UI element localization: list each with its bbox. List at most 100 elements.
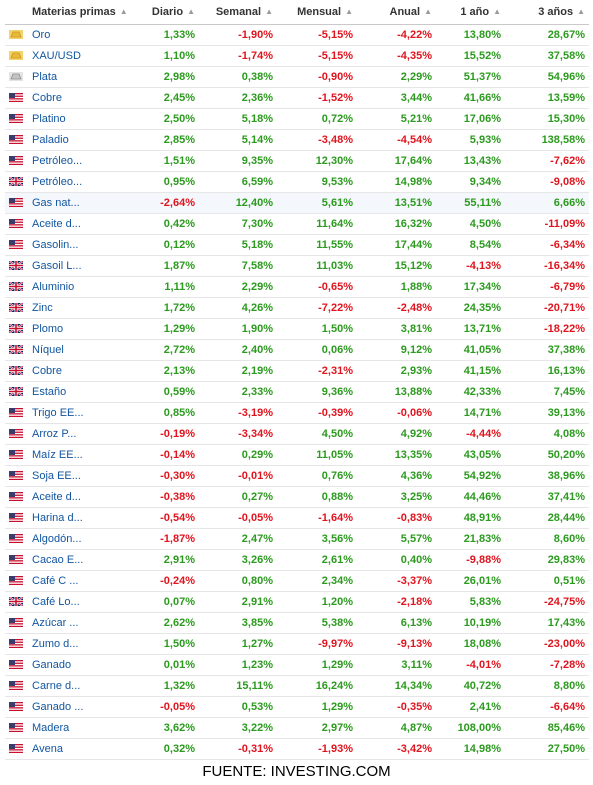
commodity-link[interactable]: Azúcar ... bbox=[32, 617, 79, 629]
column-header-weekly[interactable]: Semanal ▲︎ bbox=[199, 0, 277, 25]
table-row[interactable]: Ganado ... -0,05% 0,53% 1,29% -0,35% 2,41% -6,… bbox=[5, 696, 589, 718]
commodity-name-cell[interactable]: Platino bbox=[5, 108, 138, 130]
table-row[interactable]: Paladio 2,85% 5,14% -3,48% -4,54% 5,93% 138,58… bbox=[5, 129, 589, 151]
commodity-name-cell[interactable]: Petróleo... bbox=[5, 171, 138, 193]
commodity-name-cell[interactable]: Cacao E... bbox=[5, 549, 138, 571]
commodity-name-cell[interactable]: Café Lo... bbox=[5, 591, 138, 613]
commodity-link[interactable]: Carne d... bbox=[32, 680, 81, 692]
table-row[interactable]: Zumo d... 1,50% 1,27% -9,97% -9,13% 18,08% -23… bbox=[5, 633, 589, 655]
commodity-link[interactable]: Gas nat... bbox=[32, 197, 80, 209]
commodity-name-cell[interactable]: Zumo d... bbox=[5, 633, 138, 655]
commodity-name-cell[interactable]: Plomo bbox=[5, 318, 138, 340]
commodity-link[interactable]: Ganado ... bbox=[32, 701, 84, 713]
commodity-link[interactable]: XAU/USD bbox=[32, 50, 81, 62]
commodity-link[interactable]: Ganado bbox=[32, 659, 72, 671]
table-row[interactable]: Arroz P... -0,19% -3,34% 4,50% 4,92% -4,44% 4,… bbox=[5, 423, 589, 445]
commodity-link[interactable]: Aceite d... bbox=[32, 491, 81, 503]
commodity-link[interactable]: Petróleo... bbox=[32, 176, 83, 188]
commodity-link[interactable]: Paladio bbox=[32, 134, 69, 146]
table-row[interactable]: Níquel 2,72% 2,40% 0,06% 9,12% 41,05% 37,38% bbox=[5, 339, 589, 361]
sort-icon[interactable]: ▲︎ bbox=[424, 7, 432, 16]
column-header-daily[interactable]: Diario ▲︎ bbox=[138, 0, 199, 25]
commodity-name-cell[interactable]: Gasolin... bbox=[5, 234, 138, 256]
table-row[interactable]: Harina d... -0,54% -0,05% -1,64% -0,83% 48,91… bbox=[5, 507, 589, 529]
commodity-link[interactable]: Trigo EE... bbox=[32, 407, 84, 419]
commodity-link[interactable]: Platino bbox=[32, 113, 66, 125]
commodity-name-cell[interactable]: Avena bbox=[5, 738, 138, 760]
commodity-name-cell[interactable]: Paladio bbox=[5, 129, 138, 151]
table-row[interactable]: Ganado 0,01% 1,23% 1,29% 3,11% -4,01% -7,28% bbox=[5, 654, 589, 676]
table-row[interactable]: Maíz EE... -0,14% 0,29% 11,05% 13,35% 43,05% 5… bbox=[5, 444, 589, 466]
commodity-name-cell[interactable]: Gas nat... bbox=[5, 192, 138, 214]
table-row[interactable]: Aceite d... 0,42% 7,30% 11,64% 16,32% 4,50% -1… bbox=[5, 213, 589, 235]
commodity-link[interactable]: Plata bbox=[32, 71, 58, 83]
commodity-link[interactable]: Plomo bbox=[32, 323, 64, 335]
commodity-name-cell[interactable]: Oro bbox=[5, 24, 138, 46]
commodity-link[interactable]: Soja EE... bbox=[32, 470, 81, 482]
table-row[interactable]: Trigo EE... 0,85% -3,19% -0,39% -0,06% 14,71%… bbox=[5, 402, 589, 424]
commodity-link[interactable]: Harina d... bbox=[32, 512, 83, 524]
sort-icon[interactable]: ▲︎ bbox=[187, 7, 195, 16]
commodity-name-cell[interactable]: Trigo EE... bbox=[5, 402, 138, 424]
table-row[interactable]: Plata 2,98% 0,38% -0,90% 2,29% 51,37% 54,96% bbox=[5, 66, 589, 88]
commodity-link[interactable]: Cobre bbox=[32, 92, 62, 104]
commodity-name-cell[interactable]: Aceite d... bbox=[5, 486, 138, 508]
commodity-link[interactable]: Estaño bbox=[32, 386, 67, 398]
column-header-annual[interactable]: Anual ▲︎ bbox=[357, 0, 436, 25]
commodity-name-cell[interactable]: Petróleo... bbox=[5, 150, 138, 172]
commodity-name-cell[interactable]: Níquel bbox=[5, 339, 138, 361]
commodity-name-cell[interactable]: Cobre bbox=[5, 360, 138, 382]
sort-icon[interactable]: ▲︎ bbox=[265, 7, 273, 16]
table-row[interactable]: Avena 0,32% -0,31% -1,93% -3,42% 14,98% 27,50% bbox=[5, 738, 589, 760]
column-header-3-years[interactable]: 3 años ▲︎ bbox=[505, 0, 589, 25]
sort-icon[interactable]: ▲︎ bbox=[345, 7, 353, 16]
commodity-name-cell[interactable]: Plata bbox=[5, 66, 138, 88]
commodity-link[interactable]: Café C ... bbox=[32, 575, 79, 587]
commodity-link[interactable]: Zinc bbox=[32, 302, 53, 314]
table-row[interactable]: Zinc 1,72% 4,26% -7,22% -2,48% 24,35% -20,71% bbox=[5, 297, 589, 319]
table-row[interactable]: XAU/USD 1,10% -1,74% -5,15% -4,35% 15,52% 37,5… bbox=[5, 45, 589, 67]
table-row[interactable]: Café Lo... 0,07% 2,91% 1,20% -2,18% 5,83% -24,… bbox=[5, 591, 589, 613]
commodity-name-cell[interactable]: Soja EE... bbox=[5, 465, 138, 487]
commodity-name-cell[interactable]: Azúcar ... bbox=[5, 612, 138, 634]
table-row[interactable]: Madera 3,62% 3,22% 2,97% 4,87% 108,00% 85,46% bbox=[5, 717, 589, 739]
commodity-name-cell[interactable]: Estaño bbox=[5, 381, 138, 403]
commodity-name-cell[interactable]: Carne d... bbox=[5, 675, 138, 697]
column-header-1-year[interactable]: 1 año ▲︎ bbox=[436, 0, 505, 25]
commodity-name-cell[interactable]: Café C ... bbox=[5, 570, 138, 592]
commodity-link[interactable]: Maíz EE... bbox=[32, 449, 83, 461]
table-row[interactable]: Cobre 2,45% 2,36% -1,52% 3,44% 41,66% 13,59% bbox=[5, 87, 589, 109]
commodity-link[interactable]: Níquel bbox=[32, 344, 64, 356]
table-row[interactable]: Cacao E... 2,91% 3,26% 2,61% 0,40% -9,88% 29,8… bbox=[5, 549, 589, 571]
commodity-link[interactable]: Cobre bbox=[32, 365, 62, 377]
commodity-name-cell[interactable]: Ganado ... bbox=[5, 696, 138, 718]
sort-icon[interactable]: ▲︎ bbox=[577, 7, 585, 16]
column-header-monthly[interactable]: Mensual ▲︎ bbox=[277, 0, 357, 25]
commodity-name-cell[interactable]: XAU/USD bbox=[5, 45, 138, 67]
table-row[interactable]: Platino 2,50% 5,18% 0,72% 5,21% 17,06% 15,30% bbox=[5, 108, 589, 130]
commodity-link[interactable]: Café Lo... bbox=[32, 596, 80, 608]
commodity-link[interactable]: Arroz P... bbox=[32, 428, 77, 440]
commodity-link[interactable]: Petróleo... bbox=[32, 155, 83, 167]
commodity-link[interactable]: Cacao E... bbox=[32, 554, 84, 566]
table-row[interactable]: Petróleo... 0,95% 6,59% 9,53% 14,98% 9,34% -9,… bbox=[5, 171, 589, 193]
commodity-link[interactable]: Madera bbox=[32, 722, 70, 734]
column-header-name[interactable]: Materias primas ▲︎ bbox=[5, 0, 138, 25]
commodity-name-cell[interactable]: Algodón... bbox=[5, 528, 138, 550]
commodity-name-cell[interactable]: Arroz P... bbox=[5, 423, 138, 445]
commodity-name-cell[interactable]: Gasoil L... bbox=[5, 255, 138, 277]
table-row[interactable]: Plomo 1,29% 1,90% 1,50% 3,81% 13,71% -18,22% bbox=[5, 318, 589, 340]
commodity-name-cell[interactable]: Cobre bbox=[5, 87, 138, 109]
commodity-link[interactable]: Avena bbox=[32, 743, 63, 755]
table-row[interactable]: Aceite d... -0,38% 0,27% 0,88% 3,25% 44,46% 37… bbox=[5, 486, 589, 508]
commodity-link[interactable]: Zumo d... bbox=[32, 638, 79, 650]
table-row[interactable]: Azúcar ... 2,62% 3,85% 5,38% 6,13% 10,19% 17,4… bbox=[5, 612, 589, 634]
table-row[interactable]: Gas nat... -2,64% 12,40% 5,61% 13,51% 55,11% 6… bbox=[5, 192, 589, 214]
commodity-link[interactable]: Aluminio bbox=[32, 281, 75, 293]
commodity-name-cell[interactable]: Ganado bbox=[5, 654, 138, 676]
commodity-name-cell[interactable]: Aluminio bbox=[5, 276, 138, 298]
table-row[interactable]: Cobre 2,13% 2,19% -2,31% 2,93% 41,15% 16,13% bbox=[5, 360, 589, 382]
commodity-link[interactable]: Algodón... bbox=[32, 533, 82, 545]
commodity-link[interactable]: Aceite d... bbox=[32, 218, 81, 230]
commodity-name-cell[interactable]: Harina d... bbox=[5, 507, 138, 529]
